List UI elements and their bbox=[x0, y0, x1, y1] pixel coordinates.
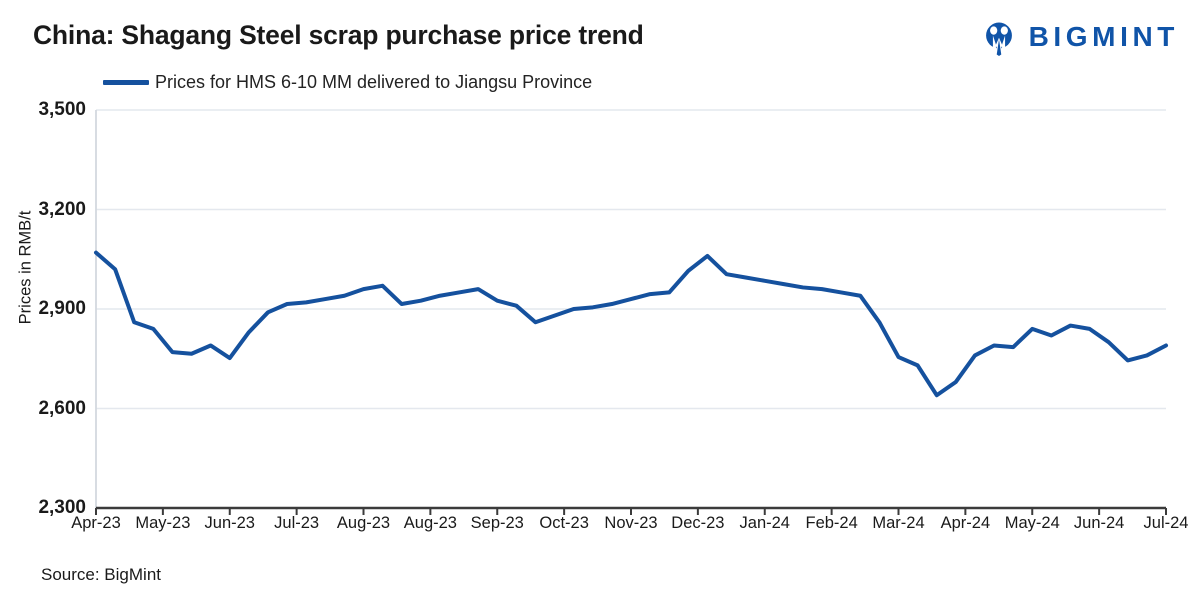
x-tick-marks bbox=[95, 508, 1167, 515]
x-tick-label: Feb-24 bbox=[805, 514, 858, 532]
x-tick-label: May-23 bbox=[135, 514, 191, 532]
y-tick-label: 2,600 bbox=[38, 397, 86, 419]
y-tick-label: 3,500 bbox=[38, 99, 86, 120]
bigmint-emblem-icon bbox=[985, 22, 1012, 56]
x-tick-label: Jul-24 bbox=[1143, 514, 1189, 532]
y-tick-label: 2,900 bbox=[38, 298, 86, 319]
legend-swatch-series-1 bbox=[103, 80, 149, 85]
x-tick-label: Apr-23 bbox=[71, 514, 121, 532]
chart-header: China: Shagang Steel scrap purchase pric… bbox=[0, 0, 1201, 66]
x-tick-label: Jun-23 bbox=[204, 514, 255, 532]
source-note: Source: BigMint bbox=[41, 565, 161, 584]
x-tick-label: Jun-24 bbox=[1073, 514, 1125, 532]
x-tick-label: Aug-23 bbox=[336, 514, 391, 532]
x-tick-label: Aug-23 bbox=[403, 514, 457, 532]
gridlines bbox=[96, 109, 1166, 410]
y-tick-label: 2,300 bbox=[38, 497, 86, 518]
y-tick-label: 3,200 bbox=[38, 198, 86, 220]
x-tick-label: Mar-24 bbox=[872, 514, 925, 532]
y-axis-tick-labels: 2,300 2,600 2,900 3,200 3,500 bbox=[0, 0, 86, 600]
brand-name: BIGMINT bbox=[1028, 21, 1179, 52]
x-tick-label: Apr-24 bbox=[940, 514, 991, 532]
chart-legend: Prices for HMS 6-10 MM delivered to Jian… bbox=[103, 72, 592, 93]
x-tick-label: May-24 bbox=[1004, 514, 1060, 532]
x-tick-label: Dec-23 bbox=[671, 514, 725, 532]
brand-logo: BIGMINT bbox=[980, 18, 1179, 56]
x-tick-label: Oct-23 bbox=[539, 514, 589, 532]
legend-label-series-1: Prices for HMS 6-10 MM delivered to Jian… bbox=[155, 72, 593, 92]
x-tick-label: Nov-23 bbox=[604, 514, 658, 532]
data-line-series-1 bbox=[94, 250, 1168, 398]
x-tick-label: Jan-24 bbox=[739, 514, 790, 532]
y-axis-title: Prices in RMB/t bbox=[16, 210, 35, 325]
x-tick-label: Jul-23 bbox=[274, 514, 320, 532]
page-title: China: Shagang Steel scrap purchase pric… bbox=[33, 20, 644, 50]
data-series-group bbox=[94, 250, 1168, 398]
x-tick-label: Sep-23 bbox=[470, 514, 524, 532]
